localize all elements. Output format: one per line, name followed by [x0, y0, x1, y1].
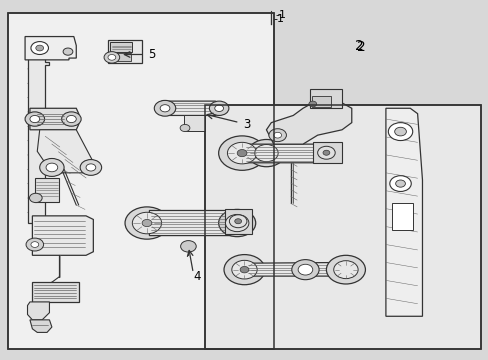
Bar: [312, 142, 341, 163]
Polygon shape: [37, 130, 93, 173]
Circle shape: [254, 144, 278, 162]
Circle shape: [125, 207, 168, 239]
Circle shape: [224, 255, 264, 285]
Circle shape: [104, 51, 120, 63]
Circle shape: [80, 159, 102, 175]
Circle shape: [273, 132, 281, 138]
Circle shape: [180, 125, 189, 132]
Circle shape: [29, 193, 42, 203]
Circle shape: [218, 210, 255, 237]
Bar: [110, 41, 132, 51]
Bar: [183, 116, 205, 131]
Circle shape: [154, 100, 175, 116]
Bar: [205, 105, 480, 348]
Circle shape: [86, 164, 96, 171]
Polygon shape: [266, 103, 351, 144]
Circle shape: [326, 255, 365, 284]
Circle shape: [218, 136, 265, 170]
Circle shape: [268, 129, 286, 141]
Bar: [32, 282, 79, 302]
Text: 2: 2: [354, 39, 363, 53]
Circle shape: [308, 101, 316, 107]
Circle shape: [142, 220, 152, 226]
Circle shape: [389, 176, 410, 192]
Circle shape: [231, 260, 257, 279]
Polygon shape: [161, 101, 222, 116]
Circle shape: [298, 264, 312, 275]
Circle shape: [209, 101, 228, 116]
Circle shape: [61, 112, 81, 126]
Circle shape: [240, 266, 248, 273]
Polygon shape: [27, 302, 49, 320]
Text: -1: -1: [275, 10, 285, 21]
Circle shape: [46, 163, 58, 172]
Circle shape: [31, 41, 48, 54]
Circle shape: [291, 260, 319, 280]
Bar: [35, 178, 59, 202]
Circle shape: [395, 180, 405, 187]
Circle shape: [132, 212, 161, 234]
Polygon shape: [385, 108, 422, 316]
Circle shape: [247, 139, 285, 167]
Circle shape: [63, 48, 73, 55]
Circle shape: [30, 116, 40, 123]
Polygon shape: [32, 216, 93, 255]
Circle shape: [333, 261, 357, 279]
Bar: [224, 209, 251, 234]
Polygon shape: [149, 211, 239, 235]
Circle shape: [180, 240, 196, 252]
Text: -1: -1: [273, 14, 284, 24]
Bar: [8, 13, 273, 348]
Polygon shape: [30, 108, 79, 130]
Polygon shape: [246, 262, 346, 276]
Circle shape: [387, 123, 412, 140]
Circle shape: [225, 215, 248, 231]
Circle shape: [234, 219, 241, 224]
Bar: [205, 105, 480, 348]
Circle shape: [160, 105, 169, 112]
Circle shape: [40, 158, 64, 176]
Bar: [8, 13, 273, 348]
Circle shape: [108, 54, 116, 60]
Circle shape: [317, 146, 334, 159]
Circle shape: [31, 242, 39, 247]
Circle shape: [214, 105, 223, 112]
Circle shape: [26, 238, 43, 251]
Bar: [311, 96, 330, 107]
Bar: [108, 40, 142, 63]
Circle shape: [229, 215, 246, 228]
Text: 3: 3: [243, 118, 250, 131]
Bar: [310, 89, 341, 108]
Polygon shape: [27, 58, 49, 223]
Circle shape: [25, 112, 44, 126]
Circle shape: [36, 45, 43, 51]
Text: 4: 4: [193, 270, 201, 283]
Circle shape: [394, 127, 406, 136]
Bar: [112, 53, 131, 61]
Bar: [391, 203, 412, 230]
Circle shape: [227, 142, 256, 164]
Text: 2: 2: [356, 40, 365, 54]
Polygon shape: [244, 144, 327, 163]
Polygon shape: [25, 37, 76, 60]
Polygon shape: [30, 320, 52, 332]
Circle shape: [237, 149, 246, 157]
Text: 5: 5: [148, 48, 155, 61]
Circle shape: [66, 116, 76, 123]
Circle shape: [323, 150, 329, 155]
